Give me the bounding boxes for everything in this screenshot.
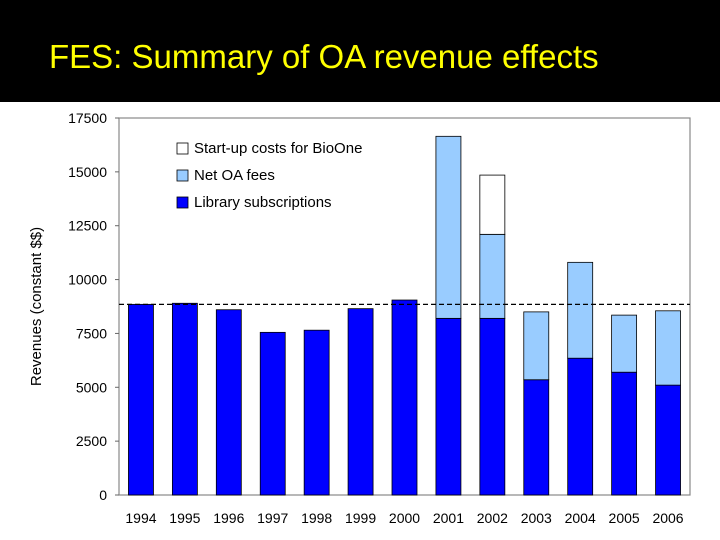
y-tick-label: 15000	[68, 164, 107, 180]
x-tick-label: 1999	[345, 510, 376, 526]
bar-library-2000	[391, 299, 418, 496]
bar-library-1997	[259, 331, 286, 496]
y-tick-label: 12500	[68, 218, 107, 234]
legend-label-library: Library subscriptions	[194, 194, 332, 211]
legend-label-netoa: Net OA fees	[194, 167, 275, 184]
y-axis-title: Revenues (constant $$)	[28, 227, 45, 386]
bar-library-1994	[128, 303, 154, 496]
bar-library-2003	[523, 379, 550, 496]
bar-startup-2002	[479, 174, 506, 235]
bar-library-2002	[479, 317, 506, 496]
bar-netoa-2005	[611, 314, 638, 373]
bar-netoa-2006	[655, 310, 681, 386]
y-tick-label: 10000	[68, 272, 107, 288]
x-tick-label: 2003	[521, 510, 552, 526]
bar-library-1998	[303, 329, 330, 496]
stacked-bar-chart: 0 2500 5000 7500 10000 12500 15000 17500 Revenue…	[28, 110, 691, 526]
y-tick-label: 7500	[76, 325, 107, 341]
legend-label-startup: Start-up costs for BioOne	[194, 140, 362, 157]
bar-library-1996	[215, 309, 242, 496]
x-tick-label: 2004	[565, 510, 596, 526]
y-tick-label: 0	[99, 487, 107, 503]
x-tick-label: 2000	[389, 510, 420, 526]
x-tick-label: 2005	[609, 510, 640, 526]
y-tick-label: 17500	[68, 110, 107, 126]
x-tick-label: 1994	[125, 510, 156, 526]
legend-swatch-netoa	[176, 169, 189, 182]
legend-swatch-startup	[176, 142, 189, 155]
bar-library-2006	[655, 384, 681, 496]
bar-library-2005	[611, 371, 638, 496]
bar-library-2001	[435, 317, 462, 496]
bar-netoa-2001	[435, 135, 462, 319]
x-tick-label: 2001	[433, 510, 464, 526]
bar-netoa-2002	[479, 233, 506, 319]
x-tick-label: 1996	[213, 510, 244, 526]
x-tick-label: 1997	[257, 510, 288, 526]
x-tick-label: 2006	[652, 510, 683, 526]
legend-swatch-library	[176, 196, 189, 209]
x-tick-label: 1998	[301, 510, 332, 526]
title-bar: FES: Summary of OA revenue effects	[0, 0, 720, 102]
slide-title: FES: Summary of OA revenue effects	[49, 38, 599, 75]
bar-library-1995	[171, 302, 198, 496]
bar-library-2004	[567, 357, 594, 496]
x-tick-label: 1995	[169, 510, 200, 526]
bar-netoa-2003	[523, 311, 550, 381]
x-tick-label: 2002	[477, 510, 508, 526]
y-tick-label: 2500	[76, 433, 107, 449]
bar-netoa-2004	[567, 261, 594, 359]
bar-library-1999	[347, 308, 374, 496]
y-tick-label: 5000	[76, 379, 107, 395]
